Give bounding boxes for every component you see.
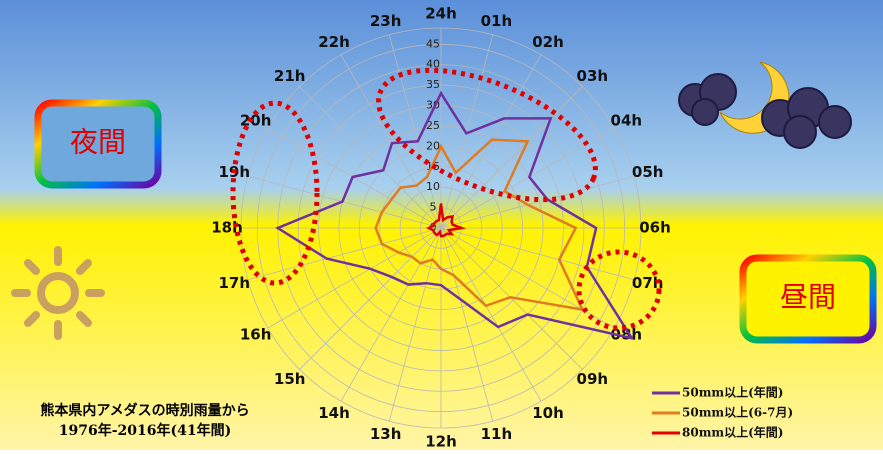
category-label: 05h <box>632 163 664 181</box>
r-tick-label: 45 <box>426 37 440 50</box>
category-label: 23h <box>370 12 402 30</box>
r-tick-label: 5 <box>430 201 437 214</box>
legend-label: 50mm以上(年間) <box>682 385 783 400</box>
category-label: 21h <box>274 67 306 85</box>
category-label: 17h <box>219 274 251 292</box>
category-label: 03h <box>577 67 609 85</box>
category-label: 10h <box>532 404 564 422</box>
legend-label: 80mm以上(年間) <box>682 425 783 440</box>
r-tick-label: 35 <box>426 78 440 91</box>
r-tick-label: 10 <box>426 180 440 193</box>
category-label: 22h <box>318 33 350 51</box>
category-label: 11h <box>481 425 513 443</box>
category-label: 12h <box>425 433 457 451</box>
legend-label: 50mm以上(6-7月) <box>682 405 793 420</box>
category-label: 24h <box>425 5 457 23</box>
chart: 24h01h02h03h04h05h06h07h08h09h10h11h12h1… <box>0 0 883 450</box>
category-label: 13h <box>370 425 402 443</box>
day-label: 昼間 <box>780 281 836 314</box>
category-label: 01h <box>481 12 513 30</box>
category-label: 02h <box>532 33 564 51</box>
category-label: 16h <box>240 326 272 344</box>
night-label: 夜間 <box>70 126 126 159</box>
source-text: 熊本県内アメダスの時別雨量から <box>40 402 249 419</box>
category-label: 06h <box>639 219 671 237</box>
category-label: 09h <box>577 370 609 388</box>
category-label: 15h <box>274 370 306 388</box>
source-text: 1976年-2016年(41年間) <box>59 422 231 439</box>
category-label: 14h <box>318 404 350 422</box>
category-label: 04h <box>611 112 643 130</box>
